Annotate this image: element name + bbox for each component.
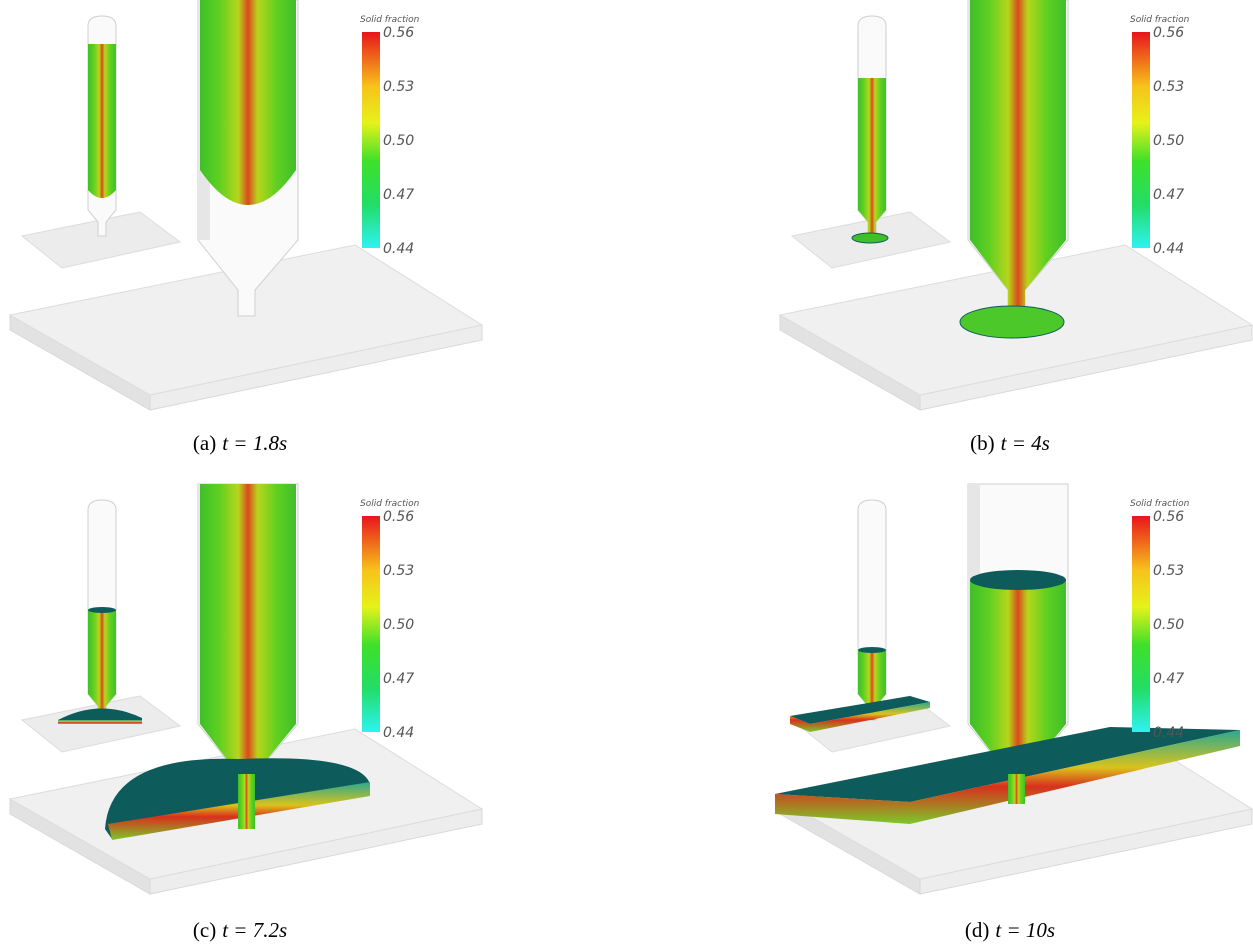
colorbar-tick: 0.53: [1153, 79, 1184, 95]
caption-time: t = 7.2s: [222, 918, 287, 942]
colorbar-tick: 0.56: [383, 25, 414, 41]
colorbar: [362, 516, 380, 732]
melt: [200, 0, 296, 205]
melt: [858, 78, 886, 236]
colorbar-tick: 0.56: [1153, 25, 1184, 41]
colorbar-title: Solid fraction: [360, 15, 420, 25]
colorbar: [1132, 516, 1150, 732]
caption-label: (c): [193, 918, 216, 942]
colorbar: [362, 32, 380, 248]
colorbar-tick: 0.44: [383, 725, 414, 741]
colorbar-tick: 0.50: [383, 133, 414, 149]
caption-time: t = 10s: [995, 918, 1055, 942]
colorbar-tick: 0.56: [383, 509, 414, 525]
colorbar-tick: 0.50: [1153, 133, 1184, 149]
deposit: [960, 306, 1064, 338]
colorbar-tick: 0.50: [1153, 617, 1184, 633]
colorbar-title: Solid fraction: [1130, 499, 1190, 509]
figure: Solid fraction0.560.530.500.470.44(a)t =…: [0, 0, 1253, 947]
colorbar-title: Solid fraction: [360, 499, 420, 509]
colorbar-tick: 0.47: [1153, 671, 1184, 687]
colorbar: [1132, 32, 1150, 248]
melt-top: [970, 570, 1066, 590]
colorbar-tick: 0.44: [1153, 241, 1184, 257]
colorbar-tick: 0.47: [1153, 187, 1184, 203]
melt: [88, 44, 116, 198]
melt: [1008, 774, 1025, 804]
caption: (d)t = 10s: [965, 918, 1055, 942]
melt: [238, 774, 255, 829]
melt-top: [858, 647, 886, 653]
caption-label: (b): [970, 431, 995, 455]
caption-time: t = 1.8s: [222, 431, 287, 455]
colorbar-tick: 0.56: [1153, 509, 1184, 525]
colorbar-tick: 0.47: [383, 671, 414, 687]
deposit-edge: [58, 720, 142, 724]
colorbar-tick: 0.44: [383, 241, 414, 257]
caption-time: t = 4s: [1001, 431, 1050, 455]
melt-top: [88, 607, 116, 613]
deposit: [852, 233, 888, 243]
caption: (a) t = 1.8s: [193, 431, 287, 455]
colorbar-tick: 0.44: [1153, 725, 1184, 741]
caption-label: (a): [193, 431, 216, 455]
page: Solid fraction0.560.530.500.470.44(a)t =…: [0, 0, 1253, 947]
colorbar-tick: 0.50: [383, 617, 414, 633]
colorbar-tick: 0.53: [383, 563, 414, 579]
colorbar-tick: 0.47: [383, 187, 414, 203]
colorbar-tick: 0.53: [1153, 563, 1184, 579]
caption: (b)t = 4s: [970, 431, 1050, 455]
caption-label: (d): [965, 918, 990, 942]
colorbar-tick: 0.53: [383, 79, 414, 95]
caption: (c) t = 7.2s: [193, 918, 287, 942]
colorbar-title: Solid fraction: [1130, 15, 1190, 25]
